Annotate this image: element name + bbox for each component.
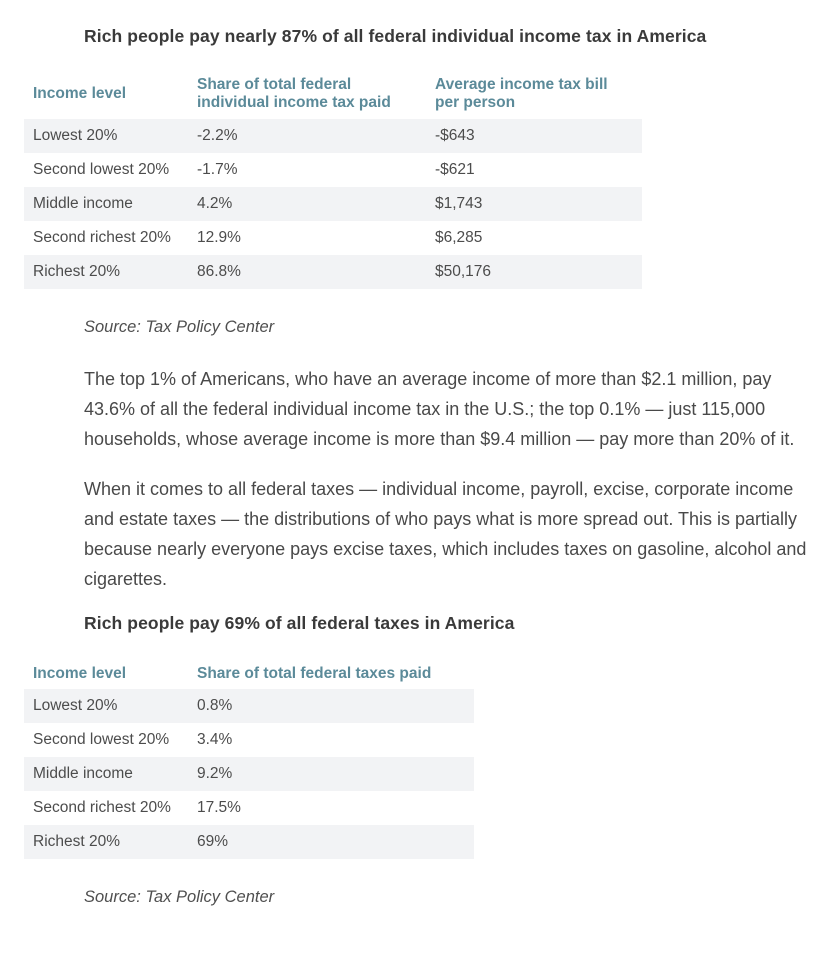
cell-share: 0.8% (197, 697, 233, 714)
source-note-2: Source: Tax Policy Center (84, 888, 275, 906)
cell-income-level: Second richest 20% (33, 799, 171, 816)
table-row: Second richest 20% 12.9% $6,285 (24, 221, 642, 255)
column-header-share-individual-income-tax: Share of total federal individual income… (197, 76, 391, 111)
cell-income-level: Middle income (33, 195, 133, 212)
cell-average-bill: -$643 (435, 127, 475, 144)
table-row: Lowest 20% -2.2% -$643 (24, 119, 642, 153)
cell-share: -1.7% (197, 161, 238, 178)
table-row: Middle income 9.2% (24, 757, 474, 791)
column-header-average-tax-bill: Average income tax bill per person (435, 76, 608, 111)
cell-average-bill: -$621 (435, 161, 475, 178)
table-row: Middle income 4.2% $1,743 (24, 187, 642, 221)
individual-income-tax-table: Income level Share of total federal indi… (24, 69, 642, 289)
cell-average-bill: $6,285 (435, 229, 483, 246)
article-heading-individual-income-tax: Rich people pay nearly 87% of all federa… (84, 26, 707, 46)
column-header-income-level: Income level (33, 665, 127, 682)
table-row: Second lowest 20% 3.4% (24, 723, 474, 757)
cell-income-level: Second lowest 20% (33, 731, 170, 748)
article: Rich people pay nearly 87% of all federa… (24, 26, 807, 906)
paragraph-all-federal-taxes: When it comes to all federal taxes — ind… (84, 479, 807, 589)
article-heading-all-federal-taxes: Rich people pay 69% of all federal taxes… (84, 613, 515, 633)
all-federal-taxes-table: Income level Share of total federal taxe… (24, 659, 474, 859)
cell-income-level: Middle income (33, 765, 133, 782)
cell-share: 3.4% (197, 731, 233, 748)
table-header-row: Income level Share of total federal indi… (24, 69, 642, 119)
paragraph-top-earners: The top 1% of Americans, who have an ave… (84, 369, 795, 449)
table-row: Second richest 20% 17.5% (24, 791, 474, 825)
table-row: Richest 20% 69% (24, 825, 474, 859)
cell-share: 69% (197, 833, 229, 850)
cell-share: 12.9% (197, 229, 241, 246)
cell-share: 17.5% (197, 799, 241, 816)
cell-income-level: Richest 20% (33, 263, 121, 280)
cell-average-bill: $1,743 (435, 195, 483, 212)
table-row: Lowest 20% 0.8% (24, 689, 474, 723)
column-header-share-total-federal-taxes: Share of total federal taxes paid (197, 665, 432, 682)
cell-income-level: Richest 20% (33, 833, 121, 850)
table-row: Second lowest 20% -1.7% -$621 (24, 153, 642, 187)
cell-average-bill: $50,176 (435, 263, 492, 280)
column-header-income-level: Income level (33, 85, 127, 102)
cell-share: 9.2% (197, 765, 233, 782)
source-note-1: Source: Tax Policy Center (84, 318, 275, 336)
table-header-row: Income level Share of total federal taxe… (24, 659, 474, 689)
cell-income-level: Second richest 20% (33, 229, 171, 246)
cell-income-level: Lowest 20% (33, 127, 118, 144)
cell-income-level: Second lowest 20% (33, 161, 170, 178)
table-row: Richest 20% 86.8% $50,176 (24, 255, 642, 289)
cell-share: 4.2% (197, 195, 233, 212)
cell-share: -2.2% (197, 127, 238, 144)
cell-income-level: Lowest 20% (33, 697, 118, 714)
cell-share: 86.8% (197, 263, 241, 280)
